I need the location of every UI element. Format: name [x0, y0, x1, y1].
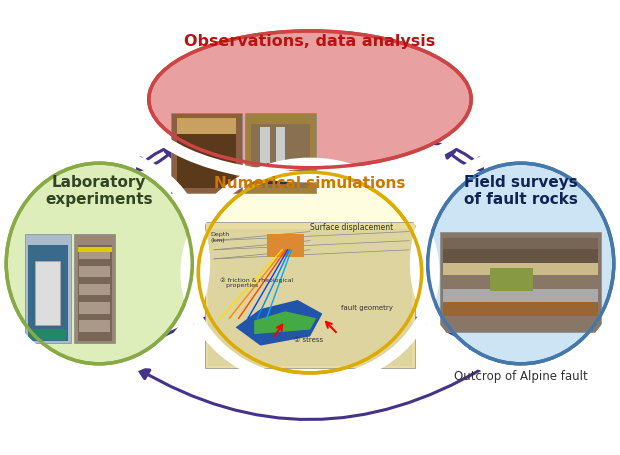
- FancyBboxPatch shape: [25, 234, 71, 344]
- Text: Observations, data analysis: Observations, data analysis: [184, 34, 436, 49]
- Bar: [267, 164, 291, 184]
- Bar: [443, 261, 598, 275]
- Bar: [28, 246, 68, 341]
- Bar: [490, 268, 533, 291]
- Bar: [35, 262, 60, 325]
- FancyBboxPatch shape: [245, 114, 316, 193]
- Bar: [260, 127, 270, 182]
- Bar: [443, 288, 598, 303]
- Bar: [443, 239, 598, 330]
- Ellipse shape: [198, 173, 422, 373]
- Text: ② friction & rheological
   properties: ② friction & rheological properties: [220, 277, 293, 288]
- Text: Field surveys
of fault rocks: Field surveys of fault rocks: [464, 174, 578, 207]
- FancyBboxPatch shape: [74, 234, 115, 344]
- Bar: [78, 247, 112, 253]
- FancyBboxPatch shape: [205, 223, 415, 369]
- Bar: [79, 248, 110, 259]
- Polygon shape: [236, 300, 322, 346]
- Bar: [79, 284, 110, 296]
- Text: ① stress: ① stress: [294, 336, 324, 342]
- Bar: [78, 246, 112, 341]
- Text: Outcrop of Alpine fault: Outcrop of Alpine fault: [454, 369, 588, 382]
- Bar: [177, 118, 236, 134]
- Bar: [443, 274, 598, 289]
- Bar: [29, 329, 66, 340]
- Bar: [251, 125, 310, 189]
- Bar: [177, 125, 236, 189]
- Ellipse shape: [428, 164, 614, 364]
- Bar: [79, 266, 110, 278]
- Bar: [79, 303, 110, 314]
- Bar: [79, 321, 110, 332]
- Bar: [267, 234, 304, 257]
- Text: fault geometry: fault geometry: [341, 304, 393, 310]
- Ellipse shape: [6, 164, 192, 364]
- Bar: [443, 315, 598, 330]
- Text: Depth
(km): Depth (km): [211, 231, 230, 242]
- Text: Numerical simulations: Numerical simulations: [215, 175, 405, 190]
- Text: Laboratory
experiments: Laboratory experiments: [45, 174, 153, 207]
- Polygon shape: [254, 312, 316, 334]
- Text: Surface displacement: Surface displacement: [310, 223, 393, 232]
- FancyBboxPatch shape: [170, 114, 242, 193]
- Bar: [208, 230, 412, 366]
- Bar: [276, 127, 285, 182]
- Bar: [443, 302, 598, 316]
- FancyBboxPatch shape: [440, 232, 601, 332]
- Bar: [443, 249, 598, 264]
- Ellipse shape: [149, 32, 471, 168]
